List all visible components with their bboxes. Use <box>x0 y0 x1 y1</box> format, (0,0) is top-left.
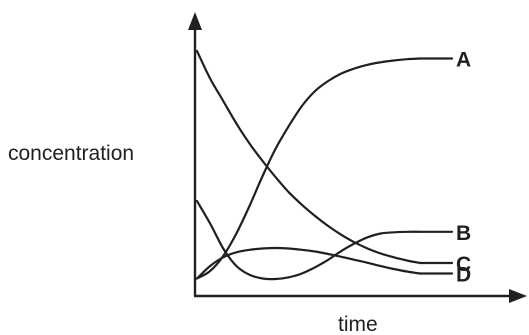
y-axis <box>188 12 202 296</box>
y-axis-label: concentration <box>8 142 134 165</box>
series-line-c <box>195 49 422 265</box>
x-axis-arrow-icon <box>509 289 527 303</box>
series-label-a: A <box>456 49 471 72</box>
series-line-a <box>195 57 422 280</box>
series-label-d: D <box>456 264 471 287</box>
series-line-b <box>195 199 422 281</box>
x-axis <box>194 289 527 303</box>
series-label-c: C <box>456 253 471 276</box>
series-layer: A BCD <box>195 49 471 287</box>
y-axis-arrow-icon <box>188 12 202 30</box>
series-line-d <box>195 246 422 280</box>
x-axis-label: time <box>338 313 378 335</box>
series-label-b: B <box>456 222 471 245</box>
